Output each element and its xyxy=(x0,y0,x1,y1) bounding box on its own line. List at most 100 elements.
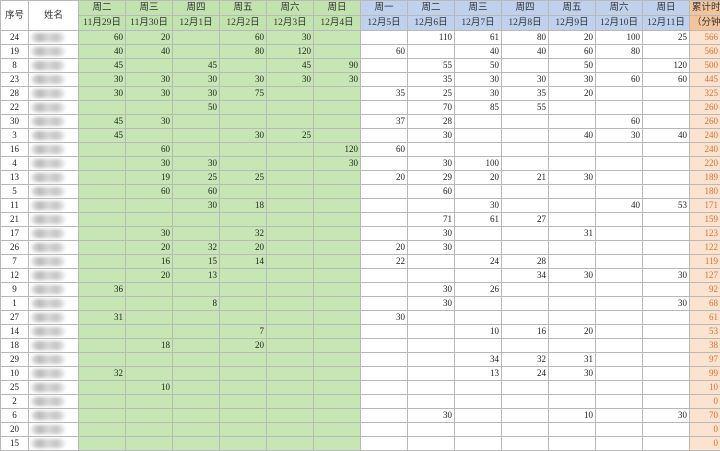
weekday-header[interactable]: 周六 xyxy=(596,1,643,16)
name-cell-redacted[interactable] xyxy=(29,241,79,255)
total-cell[interactable]: 99 xyxy=(690,367,720,381)
minutes-cell[interactable] xyxy=(314,227,361,241)
name-cell-redacted[interactable] xyxy=(29,129,79,143)
minutes-cell[interactable] xyxy=(126,297,173,311)
minutes-cell[interactable] xyxy=(408,367,455,381)
minutes-cell[interactable] xyxy=(643,171,690,185)
minutes-cell[interactable] xyxy=(126,325,173,339)
minutes-cell[interactable] xyxy=(455,381,502,395)
minutes-cell[interactable] xyxy=(408,325,455,339)
minutes-cell[interactable] xyxy=(220,115,267,129)
minutes-cell[interactable] xyxy=(220,213,267,227)
minutes-cell[interactable]: 27 xyxy=(502,213,549,227)
minutes-cell[interactable]: 90 xyxy=(314,59,361,73)
name-cell-redacted[interactable] xyxy=(29,45,79,59)
minutes-cell[interactable] xyxy=(361,157,408,171)
weekday-header[interactable]: 周三 xyxy=(126,1,173,16)
minutes-cell[interactable] xyxy=(173,45,220,59)
minutes-cell[interactable] xyxy=(643,143,690,157)
minutes-cell[interactable] xyxy=(314,87,361,101)
minutes-cell[interactable]: 31 xyxy=(549,227,596,241)
minutes-cell[interactable] xyxy=(549,311,596,325)
date-header[interactable]: 12月11日 xyxy=(643,16,690,31)
minutes-cell[interactable] xyxy=(643,157,690,171)
minutes-cell[interactable] xyxy=(173,213,220,227)
minutes-cell[interactable] xyxy=(455,339,502,353)
minutes-cell[interactable] xyxy=(173,283,220,297)
name-cell-redacted[interactable] xyxy=(29,437,79,451)
minutes-cell[interactable] xyxy=(267,381,314,395)
minutes-cell[interactable] xyxy=(314,339,361,353)
weekday-header[interactable]: 周二 xyxy=(408,1,455,16)
minutes-cell[interactable] xyxy=(643,353,690,367)
total-cell[interactable]: 119 xyxy=(690,255,720,269)
minutes-cell[interactable]: 28 xyxy=(502,255,549,269)
minutes-cell[interactable] xyxy=(455,115,502,129)
minutes-cell[interactable] xyxy=(267,409,314,423)
minutes-cell[interactable] xyxy=(455,297,502,311)
minutes-cell[interactable]: 25 xyxy=(408,87,455,101)
minutes-cell[interactable]: 40 xyxy=(549,129,596,143)
minutes-cell[interactable] xyxy=(220,185,267,199)
minutes-cell[interactable]: 24 xyxy=(455,255,502,269)
seq-cell[interactable]: 29 xyxy=(1,353,29,367)
minutes-cell[interactable] xyxy=(267,297,314,311)
minutes-cell[interactable] xyxy=(549,115,596,129)
name-cell-redacted[interactable] xyxy=(29,339,79,353)
minutes-cell[interactable]: 30 xyxy=(549,73,596,87)
seq-cell[interactable]: 16 xyxy=(1,143,29,157)
minutes-cell[interactable]: 45 xyxy=(79,129,126,143)
minutes-cell[interactable] xyxy=(549,199,596,213)
minutes-cell[interactable] xyxy=(643,367,690,381)
minutes-cell[interactable] xyxy=(361,325,408,339)
minutes-cell[interactable] xyxy=(596,325,643,339)
minutes-cell[interactable] xyxy=(267,171,314,185)
minutes-cell[interactable] xyxy=(408,311,455,325)
minutes-cell[interactable] xyxy=(314,269,361,283)
minutes-cell[interactable] xyxy=(79,241,126,255)
seq-cell[interactable]: 13 xyxy=(1,171,29,185)
minutes-cell[interactable]: 37 xyxy=(361,115,408,129)
minutes-cell[interactable]: 55 xyxy=(408,59,455,73)
minutes-cell[interactable] xyxy=(549,143,596,157)
minutes-cell[interactable] xyxy=(408,423,455,437)
minutes-cell[interactable] xyxy=(643,87,690,101)
weekday-header[interactable]: 周五 xyxy=(549,1,596,16)
minutes-cell[interactable] xyxy=(267,101,314,115)
seq-cell[interactable]: 4 xyxy=(1,157,29,171)
date-header[interactable]: 12月5日 xyxy=(361,16,408,31)
name-cell-redacted[interactable] xyxy=(29,395,79,409)
seq-cell[interactable]: 8 xyxy=(1,59,29,73)
minutes-cell[interactable]: 20 xyxy=(549,31,596,45)
total-cell[interactable]: 260 xyxy=(690,115,720,129)
minutes-cell[interactable] xyxy=(314,367,361,381)
minutes-cell[interactable] xyxy=(267,395,314,409)
minutes-cell[interactable]: 30 xyxy=(79,73,126,87)
minutes-cell[interactable] xyxy=(126,129,173,143)
minutes-cell[interactable] xyxy=(502,297,549,311)
minutes-cell[interactable] xyxy=(173,311,220,325)
minutes-cell[interactable]: 30 xyxy=(126,73,173,87)
minutes-cell[interactable]: 60 xyxy=(126,185,173,199)
seq-cell[interactable]: 7 xyxy=(1,255,29,269)
minutes-cell[interactable] xyxy=(643,437,690,451)
minutes-cell[interactable]: 25 xyxy=(220,171,267,185)
minutes-cell[interactable] xyxy=(502,199,549,213)
minutes-cell[interactable]: 16 xyxy=(502,325,549,339)
total-cell[interactable]: 53 xyxy=(690,325,720,339)
minutes-cell[interactable] xyxy=(596,157,643,171)
weekday-header[interactable]: 周一 xyxy=(361,1,408,16)
minutes-cell[interactable]: 30 xyxy=(173,87,220,101)
minutes-cell[interactable] xyxy=(502,395,549,409)
minutes-cell[interactable] xyxy=(220,381,267,395)
minutes-cell[interactable]: 32 xyxy=(173,241,220,255)
total-cell[interactable]: 0 xyxy=(690,423,720,437)
minutes-cell[interactable]: 55 xyxy=(502,101,549,115)
minutes-cell[interactable] xyxy=(220,269,267,283)
minutes-cell[interactable] xyxy=(314,241,361,255)
minutes-cell[interactable]: 30 xyxy=(643,409,690,423)
minutes-cell[interactable] xyxy=(596,381,643,395)
minutes-cell[interactable] xyxy=(220,423,267,437)
name-cell-redacted[interactable] xyxy=(29,283,79,297)
minutes-cell[interactable]: 30 xyxy=(126,87,173,101)
